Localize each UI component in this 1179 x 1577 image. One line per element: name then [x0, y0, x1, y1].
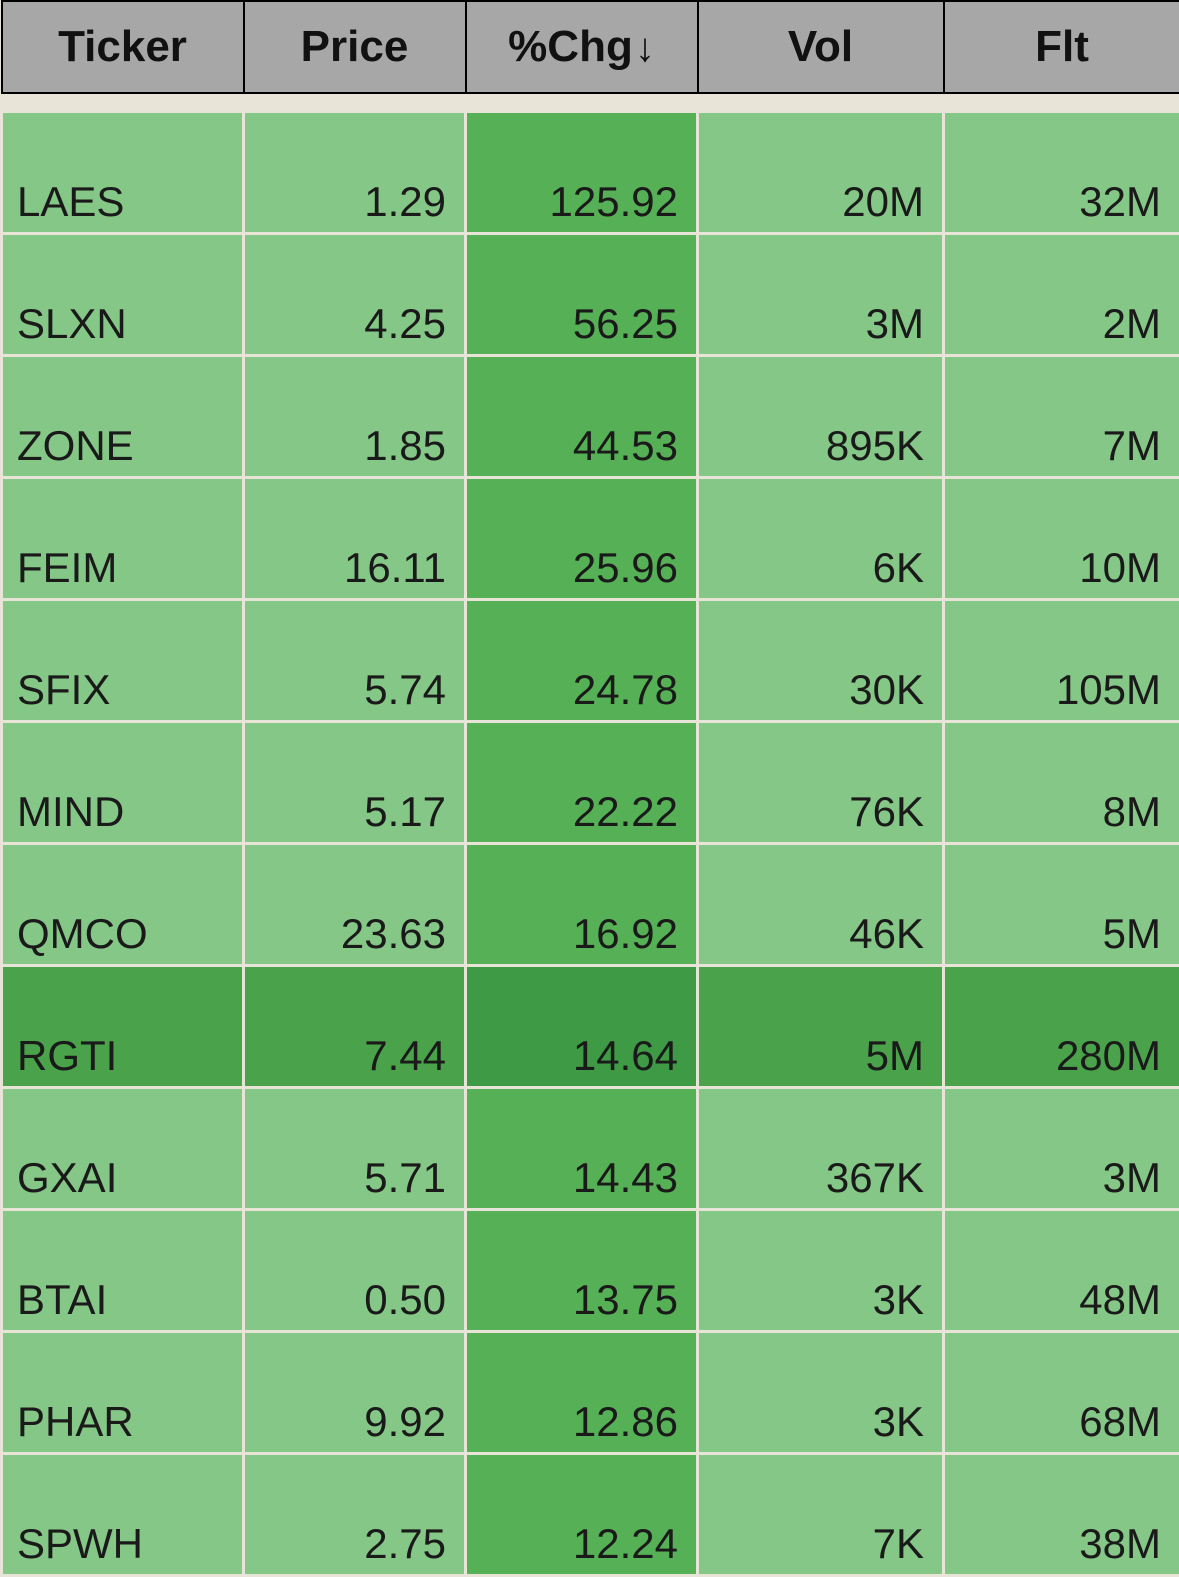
col-header-ticker[interactable]: Ticker: [2, 1, 244, 93]
cell-flt: 32M: [944, 111, 1179, 233]
sort-desc-icon: ↓: [635, 26, 655, 70]
cell-flt: 5M: [944, 843, 1179, 965]
table-header-row: Ticker Price %Chg↓ Vol Flt: [2, 1, 1179, 93]
cell-flt: 2M: [944, 233, 1179, 355]
table-row[interactable]: LAES1.29125.9220M32M: [2, 111, 1179, 233]
cell-vol: 6K: [698, 477, 944, 599]
cell-vol: 3K: [698, 1209, 944, 1331]
cell-flt: 10M: [944, 477, 1179, 599]
table-row[interactable]: ZONE1.8544.53895K7M: [2, 355, 1179, 477]
cell-ticker: PHAR: [2, 1331, 244, 1453]
cell-ticker: GXAI: [2, 1087, 244, 1209]
cell-chg: 22.22: [466, 721, 698, 843]
table-row[interactable]: QMCO23.6316.9246K5M: [2, 843, 1179, 965]
col-header-label: Price: [301, 22, 409, 71]
cell-price: 9.92: [244, 1331, 466, 1453]
cell-vol: 30K: [698, 599, 944, 721]
col-header-chg[interactable]: %Chg↓: [466, 1, 698, 93]
cell-vol: 20M: [698, 111, 944, 233]
cell-chg: 13.75: [466, 1209, 698, 1331]
cell-chg: 14.64: [466, 965, 698, 1087]
cell-ticker: SPWH: [2, 1453, 244, 1575]
cell-flt: 68M: [944, 1331, 1179, 1453]
cell-price: 1.29: [244, 111, 466, 233]
col-header-price[interactable]: Price: [244, 1, 466, 93]
table-row[interactable]: SPWH2.7512.247K38M: [2, 1453, 1179, 1575]
cell-flt: 105M: [944, 599, 1179, 721]
cell-vol: 895K: [698, 355, 944, 477]
cell-chg: 125.92: [466, 111, 698, 233]
cell-chg: 25.96: [466, 477, 698, 599]
header-spacer: [2, 93, 1179, 111]
cell-price: 2.75: [244, 1453, 466, 1575]
cell-flt: 38M: [944, 1453, 1179, 1575]
cell-chg: 12.86: [466, 1331, 698, 1453]
cell-price: 5.74: [244, 599, 466, 721]
cell-vol: 367K: [698, 1087, 944, 1209]
cell-ticker: SFIX: [2, 599, 244, 721]
cell-vol: 3M: [698, 233, 944, 355]
cell-price: 5.71: [244, 1087, 466, 1209]
cell-price: 23.63: [244, 843, 466, 965]
cell-price: 1.85: [244, 355, 466, 477]
cell-vol: 7K: [698, 1453, 944, 1575]
cell-flt: 280M: [944, 965, 1179, 1087]
cell-chg: 16.92: [466, 843, 698, 965]
cell-ticker: LAES: [2, 111, 244, 233]
col-header-label: %Chg: [508, 22, 633, 71]
cell-price: 4.25: [244, 233, 466, 355]
stock-screener-table: Ticker Price %Chg↓ Vol Flt LAES1.29125.9…: [0, 0, 1179, 1577]
col-header-label: Ticker: [58, 22, 187, 71]
table-row[interactable]: FEIM16.1125.966K10M: [2, 477, 1179, 599]
cell-ticker: BTAI: [2, 1209, 244, 1331]
cell-ticker: QMCO: [2, 843, 244, 965]
table-row[interactable]: GXAI5.7114.43367K3M: [2, 1087, 1179, 1209]
cell-ticker: ZONE: [2, 355, 244, 477]
col-header-label: Flt: [1035, 22, 1089, 71]
col-header-flt[interactable]: Flt: [944, 1, 1179, 93]
cell-ticker: RGTI: [2, 965, 244, 1087]
cell-chg: 44.53: [466, 355, 698, 477]
cell-chg: 24.78: [466, 599, 698, 721]
cell-vol: 3K: [698, 1331, 944, 1453]
cell-price: 16.11: [244, 477, 466, 599]
table-row[interactable]: SLXN4.2556.253M2M: [2, 233, 1179, 355]
table-row[interactable]: SFIX5.7424.7830K105M: [2, 599, 1179, 721]
table-row[interactable]: RGTI7.4414.645M280M: [2, 965, 1179, 1087]
cell-flt: 8M: [944, 721, 1179, 843]
cell-chg: 12.24: [466, 1453, 698, 1575]
table-row[interactable]: MIND5.1722.2276K8M: [2, 721, 1179, 843]
cell-flt: 48M: [944, 1209, 1179, 1331]
cell-price: 5.17: [244, 721, 466, 843]
cell-price: 7.44: [244, 965, 466, 1087]
cell-chg: 14.43: [466, 1087, 698, 1209]
cell-flt: 3M: [944, 1087, 1179, 1209]
cell-chg: 56.25: [466, 233, 698, 355]
col-header-vol[interactable]: Vol: [698, 1, 944, 93]
cell-vol: 5M: [698, 965, 944, 1087]
table-row[interactable]: PHAR9.9212.863K68M: [2, 1331, 1179, 1453]
cell-vol: 46K: [698, 843, 944, 965]
cell-ticker: FEIM: [2, 477, 244, 599]
col-header-label: Vol: [788, 22, 853, 71]
cell-flt: 7M: [944, 355, 1179, 477]
cell-ticker: SLXN: [2, 233, 244, 355]
table-body: LAES1.29125.9220M32MSLXN4.2556.253M2MZON…: [2, 93, 1179, 1575]
cell-vol: 76K: [698, 721, 944, 843]
cell-price: 0.50: [244, 1209, 466, 1331]
cell-ticker: MIND: [2, 721, 244, 843]
table-row[interactable]: BTAI0.5013.753K48M: [2, 1209, 1179, 1331]
